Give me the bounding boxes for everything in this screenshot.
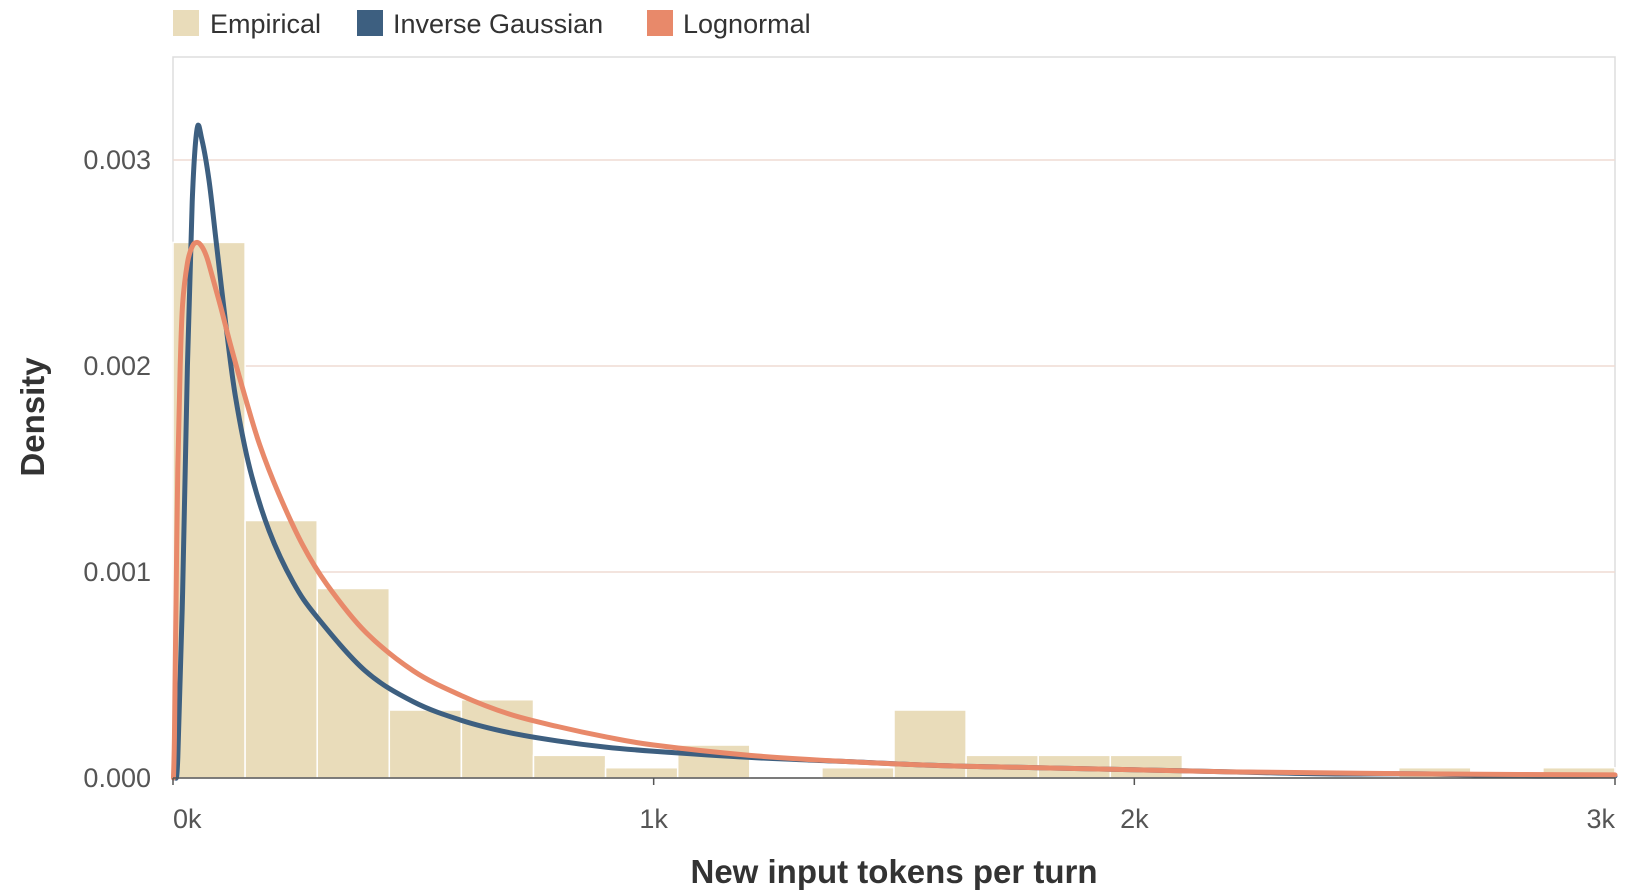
legend-label-lognormal: Lognormal	[683, 9, 811, 39]
legend-item-inverse-gaussian: Inverse Gaussian	[357, 9, 603, 39]
histogram-bar	[821, 766, 895, 779]
y-tick-label: 0.002	[83, 351, 151, 381]
histogram-bar	[388, 709, 463, 779]
legend-swatch-lognormal	[647, 10, 673, 36]
x-tick-label: 2k	[1120, 804, 1149, 834]
legend-label-inverse-gaussian: Inverse Gaussian	[393, 9, 603, 39]
legend-swatch-empirical	[173, 10, 199, 36]
x-tick-label: 3k	[1586, 804, 1615, 834]
y-tick-label: 0.000	[83, 763, 151, 793]
histogram-bar	[1109, 754, 1184, 779]
y-tick-label: 0.001	[83, 557, 151, 587]
legend-item-lognormal: Lognormal	[647, 9, 811, 39]
histogram-bar	[604, 766, 679, 779]
fit-lines	[170, 122, 1618, 781]
histogram-bars	[172, 241, 1616, 779]
grid-lines	[173, 159, 1615, 573]
legend-swatch-inverse-gaussian	[357, 10, 383, 36]
legend: Empirical Inverse Gaussian Lognormal	[173, 9, 811, 39]
y-axis-title: Density	[14, 357, 51, 477]
series-line-inverse-gaussian	[172, 122, 1618, 781]
y-axis-ticks: 0.000 0.001 0.002 0.003	[83, 145, 151, 793]
series-line-lognormal	[170, 239, 1618, 781]
legend-item-empirical: Empirical	[173, 9, 321, 39]
x-tick-label: 1k	[639, 804, 668, 834]
x-axis-ticks: 0k 1k 2k 3k	[172, 778, 1616, 834]
histogram-bar	[532, 754, 607, 779]
x-tick-label: 0k	[173, 804, 202, 834]
legend-label-empirical: Empirical	[210, 9, 321, 39]
x-axis-title: New input tokens per turn	[690, 853, 1097, 890]
y-tick-label: 0.003	[83, 145, 151, 175]
